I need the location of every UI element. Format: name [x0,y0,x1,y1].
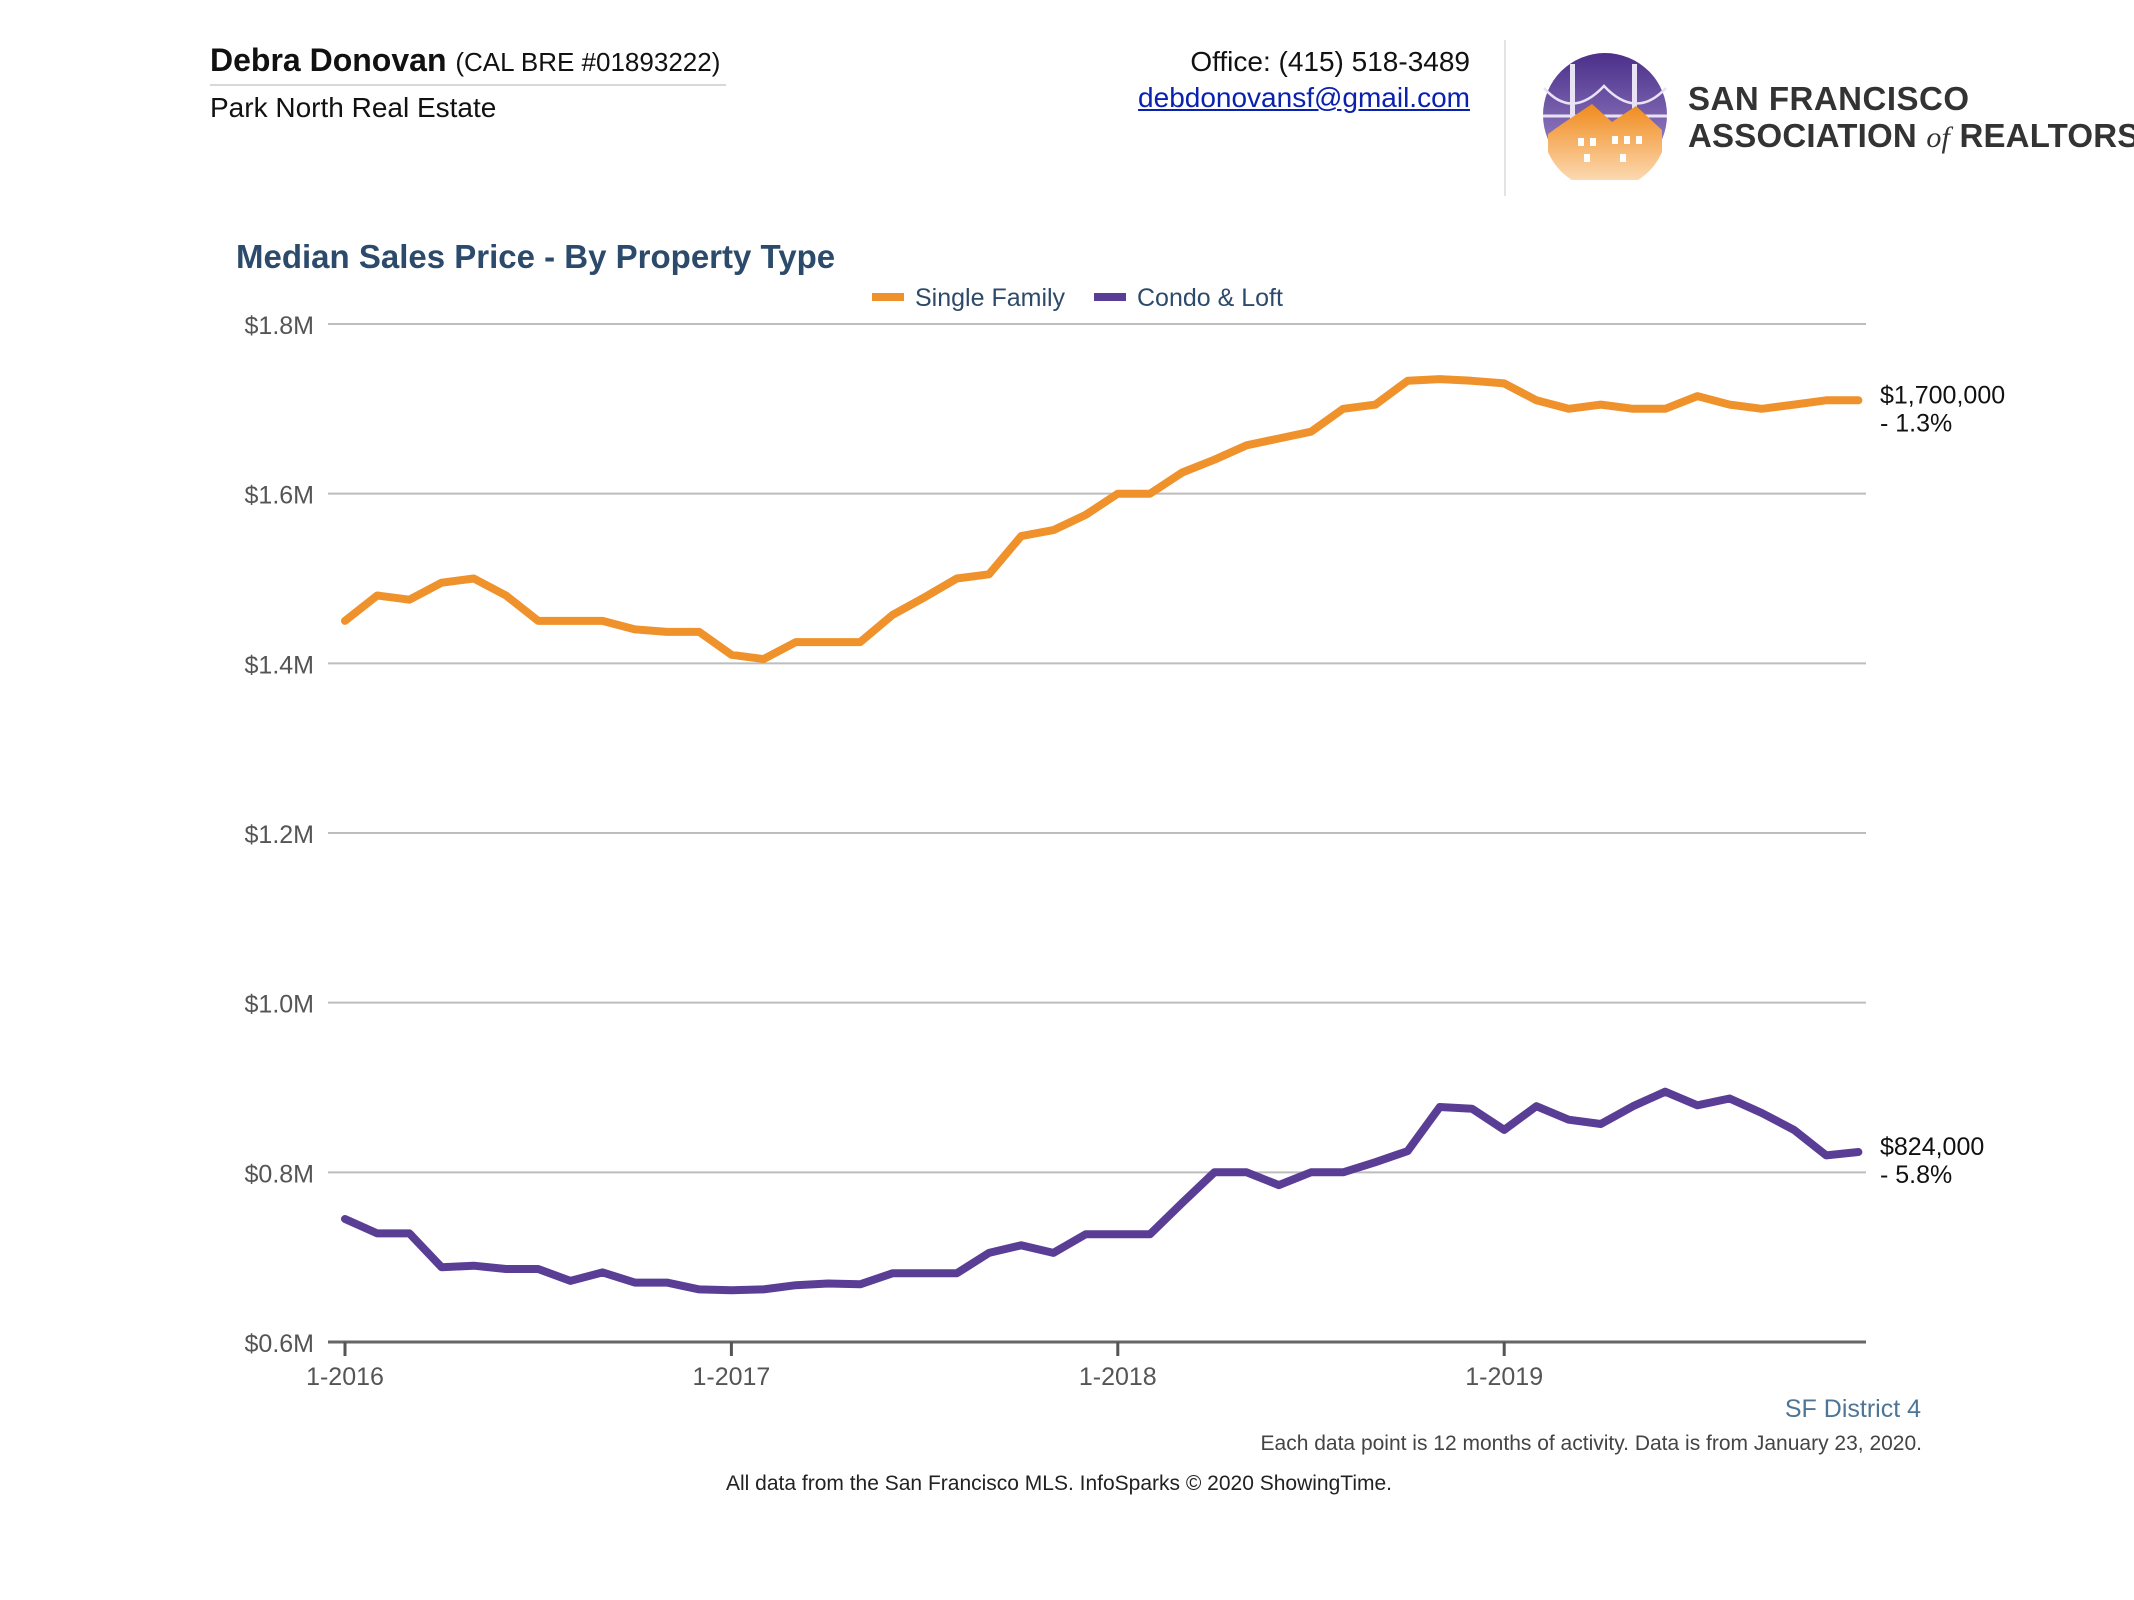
agent-divider [210,84,726,86]
y-tick-label: $1.2M [245,821,314,849]
x-tick-label: 1-2017 [692,1363,770,1391]
agent-email-link[interactable]: debdonovansf@gmail.com [1138,82,1470,113]
agent-license: (CAL BRE #01893222) [455,47,721,77]
end-change-label-condo-loft: - 5.8% [1880,1161,1952,1189]
logo-word-association: ASSOCIATION [1688,117,1917,154]
y-tick-label: $1.6M [245,482,314,510]
data-source: All data from the San Francisco MLS. Inf… [726,1472,1393,1495]
logo-word-realtors: REALTORS [1959,117,2134,154]
sfar-logo-icon [1543,53,1667,180]
agent-company: Park North Real Estate [210,92,497,123]
y-tick-label: $1.0M [245,991,314,1019]
x-tick-label: 1-2018 [1079,1363,1157,1391]
y-tick-label: $1.8M [245,312,314,340]
x-tick-label: 1-2016 [306,1363,384,1391]
x-tick-label: 1-2019 [1465,1363,1543,1391]
end-value-label-single-family: $1,700,000 [1880,381,2005,409]
agent-name-text: Debra Donovan [210,42,447,78]
y-tick-label: $0.6M [245,1330,314,1358]
logo-text-line2: ASSOCIATION of REALTORS® [1688,117,2134,155]
end-value-label-condo-loft: $824,000 [1880,1133,1984,1161]
agent-name: Debra Donovan (CAL BRE #01893222) [210,42,720,79]
legend-condo-loft-label: Condo & Loft [1137,284,1283,312]
end-change-label-single-family: - 1.3% [1880,409,1952,437]
office-phone: Office: (415) 518-3489 [1190,46,1470,77]
logo-text-line1: SAN FRANCISCO [1688,80,1970,117]
header-divider [1504,40,1506,196]
logo-word-of: of [1926,121,1951,154]
y-tick-label: $1.4M [245,651,314,679]
series-line-single-family [341,375,1863,664]
district-label: SF District 4 [1784,1395,1921,1423]
chart-title: Median Sales Price - By Property Type [236,238,836,275]
data-note: Each data point is 12 months of activity… [1260,1432,1922,1455]
y-tick-label: $0.8M [245,1160,314,1188]
legend-single-family-label: Single Family [915,284,1066,312]
series-line-condo-loft [341,1087,1863,1295]
